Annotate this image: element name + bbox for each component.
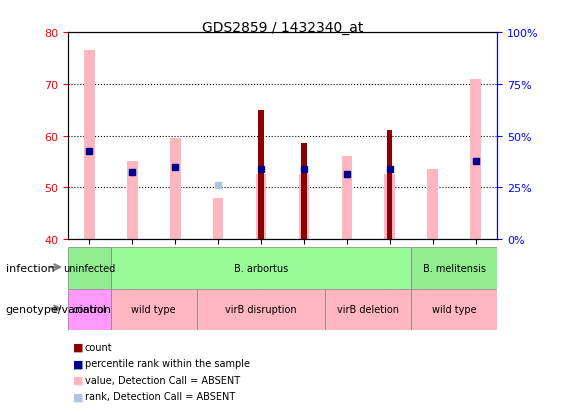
Text: infection: infection — [6, 263, 54, 273]
FancyBboxPatch shape — [68, 248, 111, 289]
Text: wild type: wild type — [432, 305, 476, 315]
Text: control: control — [72, 305, 106, 315]
Text: B. melitensis: B. melitensis — [423, 263, 486, 273]
FancyBboxPatch shape — [325, 289, 411, 330]
Text: ■: ■ — [73, 342, 84, 352]
Text: value, Detection Call = ABSENT: value, Detection Call = ABSENT — [85, 375, 240, 385]
Bar — [341, 157, 353, 240]
Bar — [301, 144, 307, 240]
Text: count: count — [85, 342, 112, 352]
Text: genotype/variation: genotype/variation — [6, 305, 112, 315]
Bar — [84, 51, 95, 240]
Text: rank, Detection Call = ABSENT: rank, Detection Call = ABSENT — [85, 392, 235, 401]
Bar — [170, 139, 180, 240]
Bar — [298, 175, 310, 240]
Bar — [387, 131, 393, 240]
Text: GDS2859 / 1432340_at: GDS2859 / 1432340_at — [202, 21, 363, 35]
Bar — [255, 175, 267, 240]
FancyBboxPatch shape — [411, 289, 497, 330]
Text: virB deletion: virB deletion — [337, 305, 399, 315]
Bar — [427, 170, 438, 240]
Text: B. arbortus: B. arbortus — [234, 263, 288, 273]
Bar — [384, 175, 395, 240]
FancyBboxPatch shape — [68, 289, 111, 330]
Text: ■: ■ — [73, 358, 84, 368]
FancyBboxPatch shape — [197, 289, 325, 330]
FancyBboxPatch shape — [411, 248, 497, 289]
Text: uninfected: uninfected — [63, 263, 115, 273]
Bar — [127, 162, 137, 240]
FancyBboxPatch shape — [111, 289, 197, 330]
Bar — [470, 79, 481, 240]
Text: ■: ■ — [73, 392, 84, 401]
FancyBboxPatch shape — [111, 248, 411, 289]
Text: wild type: wild type — [132, 305, 176, 315]
Bar — [258, 110, 264, 240]
Text: percentile rank within the sample: percentile rank within the sample — [85, 358, 250, 368]
Text: ■: ■ — [73, 375, 84, 385]
Text: virB disruption: virB disruption — [225, 305, 297, 315]
Bar — [212, 198, 223, 240]
